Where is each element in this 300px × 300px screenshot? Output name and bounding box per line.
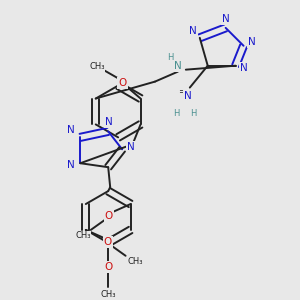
Text: CH₃: CH₃ [100,290,116,299]
Text: CH₃: CH₃ [89,62,104,71]
Text: N: N [184,91,192,100]
Text: =: = [178,87,186,96]
Text: N: N [127,142,135,152]
Text: O: O [104,262,112,272]
Text: O: O [103,237,112,247]
Text: H: H [173,109,179,118]
Text: CH₃: CH₃ [75,231,91,240]
Text: H: H [167,53,173,62]
Text: N: N [248,37,255,47]
Text: N: N [105,117,113,128]
Text: O: O [118,78,127,88]
Text: N: N [189,26,197,36]
Text: CH₃: CH₃ [128,257,143,266]
Text: N: N [222,14,230,24]
Text: N: N [68,125,75,135]
Text: N: N [68,160,75,170]
Text: H: H [190,109,197,118]
Text: N: N [240,63,248,73]
Text: N: N [174,61,182,71]
Text: O: O [105,211,113,221]
